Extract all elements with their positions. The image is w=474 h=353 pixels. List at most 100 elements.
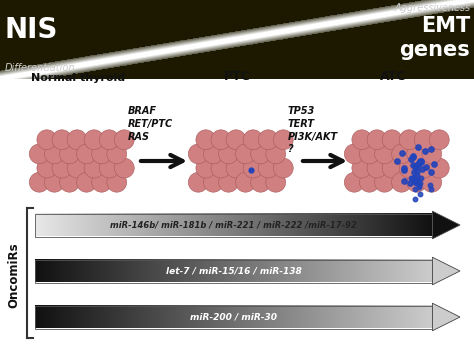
Point xyxy=(427,146,435,152)
Point xyxy=(415,161,423,166)
Point xyxy=(415,183,423,188)
Point xyxy=(418,166,426,171)
Circle shape xyxy=(236,144,255,164)
Circle shape xyxy=(52,130,72,150)
Point xyxy=(247,168,255,173)
Point xyxy=(409,153,417,158)
Circle shape xyxy=(67,158,87,178)
Text: BRAF
RET/PTC
RAS: BRAF RET/PTC RAS xyxy=(128,106,173,142)
Circle shape xyxy=(84,158,104,178)
Point xyxy=(410,169,418,175)
Text: PTC: PTC xyxy=(224,70,250,83)
Circle shape xyxy=(243,158,263,178)
Point xyxy=(413,168,420,174)
Circle shape xyxy=(273,158,293,178)
Point xyxy=(430,161,438,166)
Circle shape xyxy=(266,144,286,164)
Circle shape xyxy=(226,158,246,178)
Circle shape xyxy=(99,130,119,150)
Circle shape xyxy=(359,144,379,164)
Polygon shape xyxy=(432,211,460,239)
Bar xyxy=(35,259,432,282)
Circle shape xyxy=(211,130,231,150)
Circle shape xyxy=(266,172,286,192)
Circle shape xyxy=(29,144,49,164)
Circle shape xyxy=(67,130,87,150)
Circle shape xyxy=(84,130,104,150)
Circle shape xyxy=(226,130,246,150)
Circle shape xyxy=(91,144,111,164)
Circle shape xyxy=(99,158,119,178)
Circle shape xyxy=(258,130,278,150)
Point xyxy=(413,177,421,183)
Point xyxy=(416,191,424,196)
Bar xyxy=(35,214,432,237)
Circle shape xyxy=(188,144,208,164)
Point xyxy=(401,178,408,184)
Circle shape xyxy=(211,158,231,178)
Circle shape xyxy=(359,172,379,192)
Circle shape xyxy=(374,144,394,164)
Circle shape xyxy=(352,158,372,178)
Text: miR-200 / miR-30: miR-200 / miR-30 xyxy=(190,312,277,322)
Circle shape xyxy=(91,172,111,192)
Text: miR-146b/ miR-181b / miR-221 / miR-222 /miR-17-92: miR-146b/ miR-181b / miR-221 / miR-222 /… xyxy=(110,221,357,229)
Point xyxy=(401,166,408,171)
Circle shape xyxy=(251,144,271,164)
Text: Aggressiveness: Aggressiveness xyxy=(395,3,471,13)
Bar xyxy=(35,305,432,329)
Circle shape xyxy=(258,158,278,178)
Circle shape xyxy=(114,130,134,150)
Circle shape xyxy=(60,144,80,164)
Circle shape xyxy=(219,144,238,164)
Circle shape xyxy=(114,158,134,178)
Point xyxy=(418,160,425,165)
Point xyxy=(411,179,419,184)
Point xyxy=(398,150,405,156)
Text: let-7 / miR-15/16 / miR-138: let-7 / miR-15/16 / miR-138 xyxy=(166,267,301,275)
Circle shape xyxy=(196,158,216,178)
Point xyxy=(407,175,414,181)
Point xyxy=(421,148,429,154)
Circle shape xyxy=(107,144,127,164)
Point xyxy=(410,175,417,181)
Circle shape xyxy=(399,130,419,150)
Text: Differentiation: Differentiation xyxy=(5,63,75,73)
Point xyxy=(411,178,419,183)
Point xyxy=(427,186,435,192)
Point xyxy=(410,162,417,168)
Circle shape xyxy=(196,130,216,150)
Circle shape xyxy=(251,172,271,192)
Circle shape xyxy=(344,144,364,164)
Point xyxy=(406,180,414,186)
Circle shape xyxy=(374,172,394,192)
Circle shape xyxy=(414,130,434,150)
Circle shape xyxy=(188,172,208,192)
Circle shape xyxy=(45,172,64,192)
Polygon shape xyxy=(432,257,460,285)
Circle shape xyxy=(392,144,411,164)
Point xyxy=(427,169,435,175)
Point xyxy=(411,164,419,170)
Circle shape xyxy=(367,130,387,150)
Point xyxy=(417,175,425,180)
Point xyxy=(408,156,415,161)
Circle shape xyxy=(352,130,372,150)
Text: TP53
TERT
PI3K/AKT
?: TP53 TERT PI3K/AKT ? xyxy=(288,106,338,154)
Circle shape xyxy=(219,172,238,192)
Circle shape xyxy=(203,172,223,192)
Circle shape xyxy=(429,130,449,150)
Circle shape xyxy=(414,158,434,178)
Circle shape xyxy=(344,172,364,192)
Circle shape xyxy=(392,172,411,192)
Point xyxy=(414,144,421,149)
Circle shape xyxy=(107,172,127,192)
Circle shape xyxy=(29,172,49,192)
Point xyxy=(414,161,422,167)
Point xyxy=(417,158,425,164)
Circle shape xyxy=(243,130,263,150)
Circle shape xyxy=(37,158,57,178)
Circle shape xyxy=(399,158,419,178)
Point xyxy=(411,186,419,192)
Text: EMT
genes: EMT genes xyxy=(399,16,470,60)
